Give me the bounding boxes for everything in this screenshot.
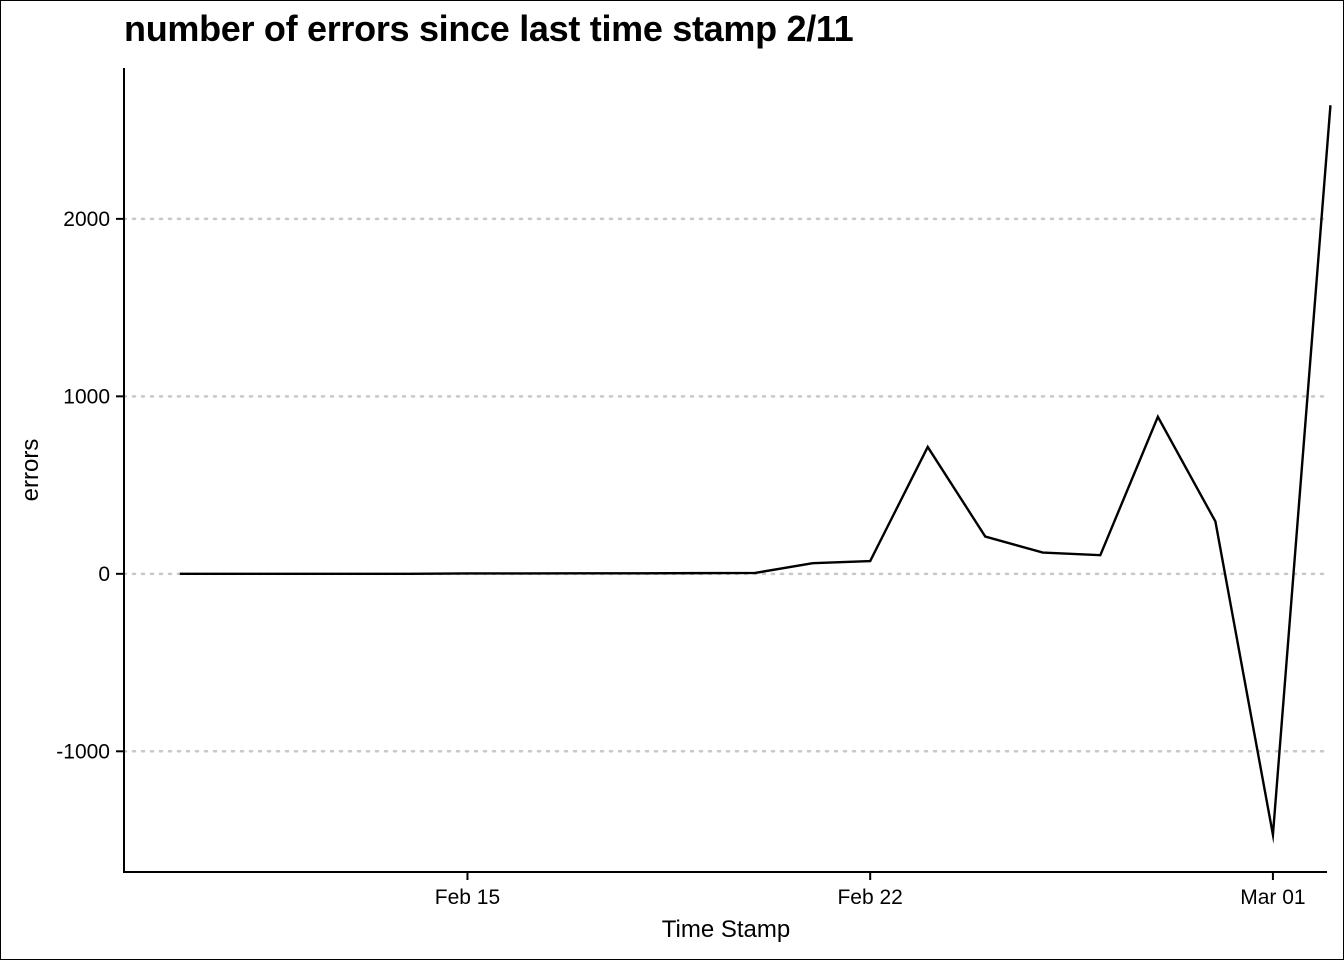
chart-title: number of errors since last time stamp 2… — [124, 8, 854, 49]
y-tick-label-3: 2000 — [63, 208, 110, 231]
x-tick-label-1: Feb 22 — [837, 886, 902, 909]
gridlines — [122, 217, 1329, 753]
ticks: -1000 0 1000 2000 Feb 15 Feb 22 Mar 01 — [56, 208, 1305, 909]
y-tick-label-1: 0 — [98, 563, 110, 586]
axes — [123, 68, 1327, 873]
y-tick-label-0: -1000 — [56, 740, 110, 763]
x-tick-label-2: Mar 01 — [1240, 886, 1305, 909]
x-tick-label-0: Feb 15 — [435, 886, 500, 909]
y-axis-title: errors — [17, 439, 44, 502]
series — [179, 105, 1332, 844]
series-line-errors — [179, 105, 1332, 844]
y-tick-label-2: 1000 — [63, 385, 110, 408]
x-axis-title: Time Stamp — [662, 916, 790, 943]
